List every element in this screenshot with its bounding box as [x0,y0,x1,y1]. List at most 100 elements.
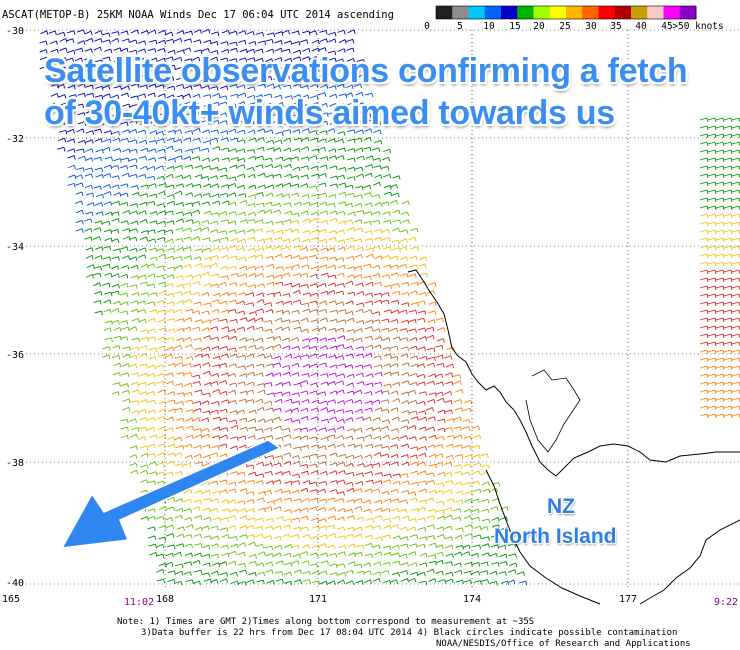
wind-barb [318,543,326,547]
wind-barb-flag [714,221,717,227]
wind-barb-flag [271,39,274,44]
wind-barb [158,506,166,511]
wind-barb [120,202,128,206]
wind-barb [455,544,463,548]
wind-barb [382,545,390,549]
wind-barb [238,39,246,43]
wind-barb [354,194,362,198]
wind-barb-flag [270,209,273,214]
wind-barb [257,103,265,107]
wind-barb [300,284,308,287]
wind-barb-flag [288,391,291,396]
wind-barb [129,462,137,466]
wind-barb-flag [262,155,265,161]
wind-barb [265,192,273,197]
wind-barb-flag [128,407,131,412]
wind-barb-flag [415,497,418,503]
wind-barb [328,31,336,36]
wind-barb-flag [254,156,257,161]
wind-barb [723,173,732,177]
wind-barb-flag [126,274,129,279]
wind-barb-flag [459,416,462,422]
wind-barb-flag [164,537,167,542]
wind-barb-flag [324,543,327,548]
wind-barb [335,75,343,79]
wind-barb [345,92,352,97]
wind-barb [264,157,272,161]
wind-barb [453,380,461,384]
wind-barb-flag [706,189,709,195]
wind-barb [174,138,181,143]
wind-barb [408,491,416,495]
wind-barb-flag [290,497,292,503]
wind-barb-flag [227,147,230,152]
wind-barb-flag [191,192,194,197]
wind-barb [239,525,247,529]
wind-barb-flag [486,570,489,575]
wind-barb-flag [190,455,193,460]
wind-barb [426,380,434,385]
wind-barb [337,131,345,135]
wind-barb-flag [406,578,409,583]
wind-barb-flag [235,58,238,63]
wind-barb-flag [209,247,212,253]
wind-barb-flag [414,526,417,532]
wind-barb [184,543,192,547]
wind-barb-flag [325,309,328,314]
wind-barb [300,390,308,394]
wind-barb [274,57,282,61]
wind-barb [293,326,301,330]
wind-barb [221,200,229,204]
wind-barb [166,220,174,224]
wind-barb-flag [91,173,93,179]
wind-barb [122,103,130,107]
wind-barb-flag [406,229,409,235]
wind-barb-flag [714,189,717,195]
wind-barb [212,292,220,297]
wind-barb [175,103,183,108]
wind-barb [473,434,480,439]
wind-barb-flag [272,264,275,269]
wind-barb [392,398,399,402]
wind-barb-flag [333,524,336,530]
wind-barb [219,174,227,178]
wind-barb [175,84,183,87]
wind-barb [137,93,145,97]
wind-barb [320,290,328,295]
wind-barb [165,145,173,150]
wind-barb [311,148,319,152]
wind-barb-flag [270,320,273,325]
wind-barb [356,290,364,295]
wind-barb [246,292,254,296]
wind-barb-flag [227,75,230,80]
wind-barb-flag [252,508,255,513]
wind-barb [112,248,120,252]
wind-barb [400,536,408,540]
wind-barb [265,345,273,350]
wind-barb [373,228,381,232]
wind-barb [201,525,209,530]
wind-barb [346,533,353,537]
wind-barb-flag [208,157,210,163]
wind-barb-flag [324,74,327,79]
wind-barb [165,283,173,287]
wind-barb-flag [217,273,220,279]
wind-barb [707,197,716,201]
wind-barb-flag [469,515,472,520]
wind-barb [147,399,155,403]
wind-barb [257,389,265,394]
wind-barb [310,535,318,540]
wind-barb-flag [73,148,76,153]
wind-barb [344,409,352,413]
wind-barb-flag [135,256,138,261]
wind-barb-flag [378,417,381,422]
wind-barb-flag [182,445,185,450]
wind-barb [184,443,192,448]
wind-barb-flag [252,120,255,125]
wind-barb [247,86,255,90]
wind-barb-flag [299,508,302,514]
wind-barb [94,30,102,34]
wind-barb [320,84,327,88]
wind-barb-flag [262,544,264,549]
wind-barb [193,39,201,43]
